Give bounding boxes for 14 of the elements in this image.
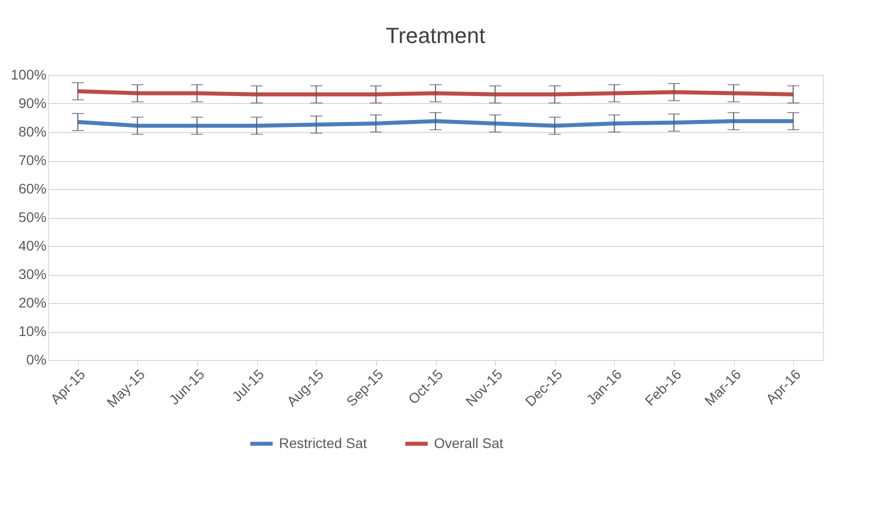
y-tick-label: 0% <box>26 352 46 368</box>
y-tick-label: 40% <box>18 238 46 254</box>
y-tick-label: 30% <box>18 266 46 282</box>
legend-label: Overall Sat <box>434 434 504 451</box>
chart-title: Treatment <box>386 23 486 48</box>
y-tick-label: 60% <box>18 180 46 196</box>
y-tick-label: 90% <box>18 95 46 111</box>
y-tick-label: 100% <box>10 66 46 82</box>
y-tick-label: 20% <box>18 294 46 310</box>
legend-label: Restricted Sat <box>279 434 368 451</box>
y-tick-label: 70% <box>18 152 46 168</box>
y-tick-label: 10% <box>18 323 46 339</box>
y-tick-label: 50% <box>18 209 46 225</box>
y-tick-label: 80% <box>18 124 46 140</box>
